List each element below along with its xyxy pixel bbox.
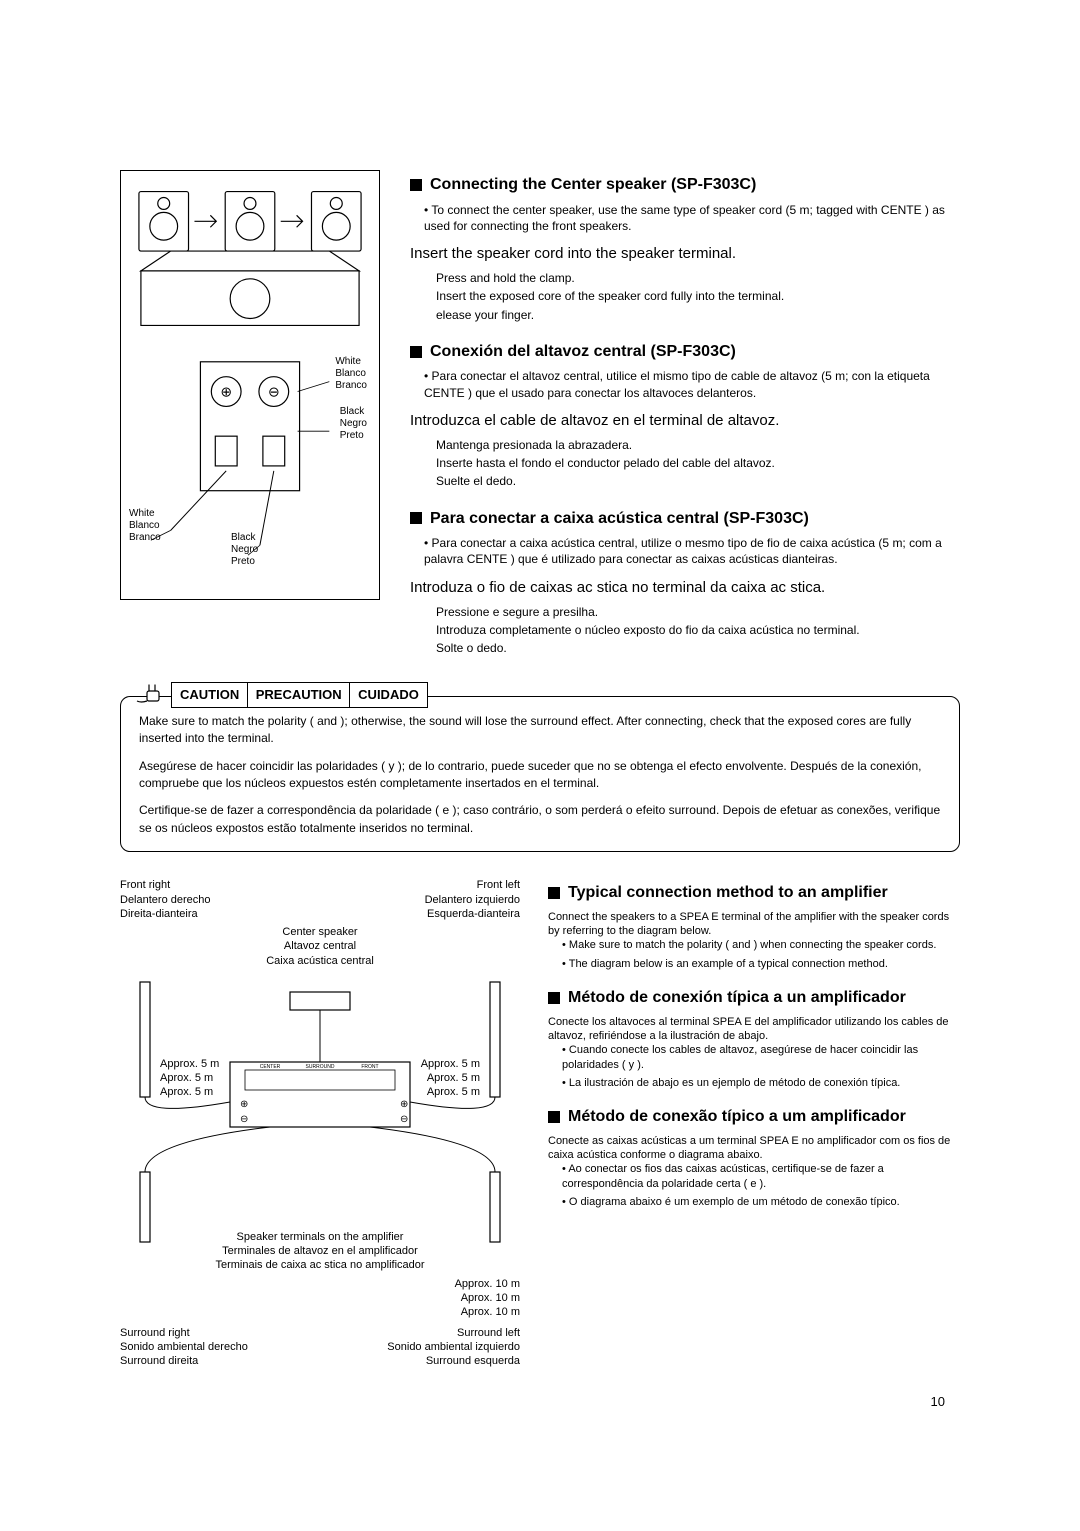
black-label2: Black: [231, 532, 258, 544]
amp-heading-pt: Método de conexão típico a um amplificad…: [568, 1106, 906, 1128]
sr-2: Sonido ambiental derecho: [120, 1340, 248, 1354]
white-label2-pt: Branco: [129, 532, 161, 544]
caution-label-row: CAUTION PRECAUTION CUIDADO: [135, 682, 960, 708]
amp-b-en-2: The diagram below is an example of a typ…: [562, 957, 960, 971]
amp-heading-en: Typical connection method to an amplifie…: [568, 882, 888, 904]
caution-es: Asegúrese de hacer coincidir las polarid…: [139, 758, 941, 793]
caution-box: Make sure to match the polarity ( and );…: [120, 696, 960, 852]
white-label: White: [335, 356, 367, 368]
amp-b-pt-2: O diagrama abaixo é um exemplo de um mét…: [562, 1195, 960, 1209]
fl-2: Delantero izquierdo: [425, 893, 520, 907]
amp-heading-es: Método de conexión típica a un amplifica…: [568, 987, 906, 1009]
step-pt-2: Introduza completamente o núcleo exposto…: [436, 622, 960, 638]
svg-text:⊖: ⊖: [268, 383, 280, 399]
black-label-pt: Preto: [340, 430, 367, 442]
amp-svg: CENTER SURROUND FRONT ⊕ ⊕ ⊖ ⊖: [120, 972, 520, 1252]
heading-en: Connecting the Center speaker (SP-F303C): [430, 174, 756, 196]
step-es-2: Inserte hasta el fondo el conductor pela…: [436, 455, 960, 471]
fr-3: Direita-dianteira: [120, 907, 211, 921]
step-es-1: Mantenga presionada la abrazadera.: [436, 437, 960, 453]
svg-text:⊕: ⊕: [240, 1099, 248, 1110]
fr-1: Front right: [120, 878, 211, 892]
black-label-es: Negro: [340, 418, 367, 430]
amp-b-pt-1: Ao conectar os fios das caixas acústicas…: [562, 1162, 960, 1191]
fl-3: Esquerda-dianteira: [425, 907, 520, 921]
step-pt-1: Pressione e segure a presilha.: [436, 604, 960, 620]
sr-1: Surround right: [120, 1326, 248, 1340]
amp-intro-es: Conecte los altavoces al terminal SPEA E…: [548, 1015, 960, 1044]
caution-pt: Certifique-se de fazer a correspondência…: [139, 802, 941, 837]
sr-3: Surround direita: [120, 1354, 248, 1368]
svg-text:⊕: ⊕: [400, 1099, 408, 1110]
caution-label-en: CAUTION: [171, 682, 248, 708]
sl-2: Sonido ambiental izquierdo: [387, 1340, 520, 1354]
bullet-pt: Para conectar a caixa acústica central, …: [424, 535, 960, 567]
sl-1: Surround left: [387, 1326, 520, 1340]
step-pt-3: Solte o dedo.: [436, 640, 960, 656]
svg-text:⊖: ⊖: [240, 1114, 248, 1125]
black-label: Black: [340, 406, 367, 418]
sl-3: Surround esquerda: [387, 1354, 520, 1368]
st-3: Terminais de caixa ac stica no amplifica…: [120, 1258, 520, 1272]
fr-2: Delantero derecho: [120, 893, 211, 907]
amp-intro-pt: Conecte as caixas acústicas a um termina…: [548, 1134, 960, 1163]
a10-2: Aprox. 10 m: [455, 1291, 520, 1305]
step-en-2: Insert the exposed core of the speaker c…: [436, 288, 960, 304]
black-label2-pt: Preto: [231, 556, 258, 568]
term-surround: SURROUND: [306, 1064, 335, 1070]
svg-text:⊖: ⊖: [400, 1114, 408, 1125]
step-en-1: Press and hold the clamp.: [436, 270, 960, 286]
page-number: 10: [931, 1393, 945, 1411]
bullet-en: To connect the center speaker, use the s…: [424, 202, 960, 234]
step-es-3: Suelte el dedo.: [436, 473, 960, 489]
sub-en: Insert the speaker cord into the speaker…: [410, 244, 960, 264]
term-front: FRONT: [361, 1064, 378, 1070]
amp-b-es-1: Cuando conecte los cables de altavoz, as…: [562, 1043, 960, 1072]
white-label2: White: [129, 508, 161, 520]
speaker-illustration: [131, 181, 369, 331]
a10-3: Aprox. 10 m: [455, 1305, 520, 1319]
center-speaker-diagram: ⊕ ⊖ White Blanco Branco Black Negro Pret…: [120, 170, 380, 600]
c-3: Caixa acústica central: [120, 954, 520, 968]
caution-en: Make sure to match the polarity ( and );…: [139, 713, 941, 748]
svg-text:⊕: ⊕: [220, 383, 232, 399]
amp-connection-diagram: Front right Delantero derecho Direita-di…: [120, 878, 520, 1368]
white-label-pt: Branco: [335, 380, 367, 392]
heading-pt: Para conectar a caixa acústica central (…: [430, 508, 809, 530]
c-2: Altavoz central: [120, 939, 520, 953]
plug-icon: [135, 683, 165, 707]
amp-b-es-2: La ilustración de abajo es un ejemplo de…: [562, 1076, 960, 1090]
black-label2-es: Negro: [231, 544, 258, 556]
caution-label-pt: CUIDADO: [349, 682, 428, 708]
sub-es: Introduzca el cable de altavoz en el ter…: [410, 411, 960, 431]
white-label-es: Blanco: [335, 368, 367, 380]
a10-1: Approx. 10 m: [455, 1277, 520, 1291]
caution-label-es: PRECAUTION: [247, 682, 351, 708]
step-en-3: elease your finger.: [436, 307, 960, 323]
c-1: Center speaker: [120, 925, 520, 939]
sub-pt: Introduza o fio de caixas ac stica no te…: [410, 578, 960, 598]
white-label2-es: Blanco: [129, 520, 161, 532]
heading-es: Conexión del altavoz central (SP-F303C): [430, 341, 736, 363]
term-center: CENTER: [260, 1064, 281, 1070]
amp-intro-en: Connect the speakers to a SPEA E termina…: [548, 910, 960, 939]
amp-b-en-1: Make sure to match the polarity ( and ) …: [562, 938, 960, 952]
bullet-es: Para conectar el altavoz central, utilic…: [424, 368, 960, 400]
fl-1: Front left: [425, 878, 520, 892]
